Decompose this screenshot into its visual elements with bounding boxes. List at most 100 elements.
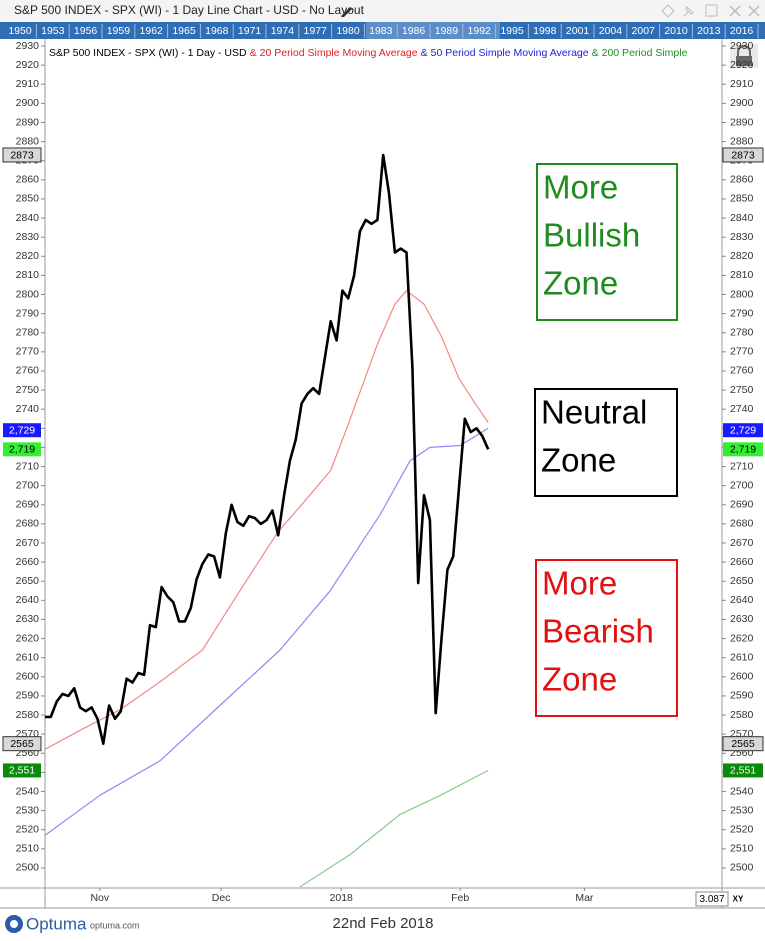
- year-label[interactable]: 1986: [402, 25, 426, 37]
- y-tick-label-left: 2660: [16, 556, 40, 568]
- y-tick-label-right: 2640: [730, 594, 754, 606]
- y-tick-label-left: 2740: [16, 403, 40, 415]
- xy-label[interactable]: XY: [733, 895, 744, 904]
- edit-icon[interactable]: [341, 7, 352, 17]
- y-tick-label-right: 2760: [730, 365, 754, 377]
- year-label[interactable]: 1968: [205, 25, 229, 37]
- y-tick-label-right: 2930: [730, 40, 754, 52]
- year-label[interactable]: 1974: [271, 25, 295, 37]
- year-label[interactable]: 1953: [41, 25, 65, 37]
- year-label[interactable]: 1995: [500, 25, 524, 37]
- x-tick-label: Mar: [575, 892, 594, 904]
- zone-label: More: [543, 169, 618, 206]
- logo-mark-inner: [10, 920, 18, 928]
- y-tick-label-left: 2780: [16, 327, 40, 339]
- y-tick-label-left: 2520: [16, 823, 40, 835]
- diamond-icon[interactable]: [661, 4, 675, 18]
- y-tick-label-left: 2700: [16, 479, 40, 491]
- year-label[interactable]: 1989: [435, 25, 459, 37]
- legend-separator: &: [250, 47, 257, 59]
- price-marker-label: 2,719: [730, 444, 756, 456]
- year-label[interactable]: 2001: [566, 25, 590, 37]
- y-tick-label-right: 2790: [730, 307, 754, 319]
- y-tick-label-left: 2710: [16, 460, 40, 472]
- year-label[interactable]: 1977: [304, 25, 328, 37]
- year-label[interactable]: 1962: [140, 25, 164, 37]
- legend-entry[interactable]: 200 Period Simple: [602, 47, 688, 59]
- zone-label: Neutral: [541, 394, 647, 431]
- year-label[interactable]: 1983: [369, 25, 393, 37]
- y-tick-label-right: 2670: [730, 537, 754, 549]
- year-label[interactable]: 1998: [533, 25, 557, 37]
- y-tick-label-left: 2540: [16, 785, 40, 797]
- y-tick-label-right: 2830: [730, 231, 754, 243]
- price-marker-label: 2,551: [730, 765, 756, 777]
- y-tick-label-right: 2920: [730, 59, 754, 71]
- y-tick-label-left: 2880: [16, 135, 40, 147]
- legend-entry[interactable]: S&P 500 INDEX - SPX (WI) - 1 Day - USD: [49, 47, 247, 59]
- y-tick-label-right: 2710: [730, 460, 754, 472]
- price-marker-label: 2565: [10, 738, 34, 750]
- date: 22nd Feb 2018: [333, 915, 434, 932]
- year-label[interactable]: 2007: [632, 25, 656, 37]
- y-tick-label-right: 2580: [730, 709, 754, 721]
- y-tick-label-left: 2900: [16, 97, 40, 109]
- year-label[interactable]: 1950: [8, 25, 32, 37]
- close-icon[interactable]: [729, 5, 741, 17]
- y-tick-label-left: 2590: [16, 690, 40, 702]
- y-tick-label-right: 2860: [730, 174, 754, 186]
- y-tick-label-right: 2610: [730, 651, 754, 663]
- y-tick-label-left: 2600: [16, 671, 40, 683]
- year-label[interactable]: 1980: [336, 25, 360, 37]
- year-label[interactable]: 1992: [468, 25, 492, 37]
- y-tick-label-right: 2700: [730, 479, 754, 491]
- y-tick-label-right: 2880: [730, 135, 754, 147]
- y-tick-label-left: 2830: [16, 231, 40, 243]
- title-bar: [0, 0, 765, 22]
- close-icon-2[interactable]: [748, 5, 760, 17]
- scale-box[interactable]: [695, 891, 729, 907]
- series-line: [45, 153, 490, 745]
- year-label[interactable]: 2013: [697, 25, 721, 37]
- y-tick-label-left: 2650: [16, 575, 40, 587]
- year-label[interactable]: 2010: [664, 25, 688, 37]
- y-tick-label-right: 2810: [730, 269, 754, 281]
- y-tick-label-left: 2500: [16, 862, 40, 874]
- y-tick-label-left: 2670: [16, 537, 40, 549]
- year-label[interactable]: 2004: [599, 25, 623, 37]
- y-tick-label-left: 2680: [16, 518, 40, 530]
- legend-entry[interactable]: 50 Period Simple Moving Average: [431, 47, 589, 59]
- year-label[interactable]: 1971: [238, 25, 262, 37]
- y-tick-label-left: 2910: [16, 78, 40, 90]
- y-tick-label-right: 2780: [730, 327, 754, 339]
- price-marker-label: 2,729: [9, 425, 35, 437]
- price-marker: [3, 423, 41, 438]
- y-tick-label-right: 2590: [730, 690, 754, 702]
- legend-entry[interactable]: 20 Period Simple Moving Average: [260, 47, 418, 59]
- y-tick-label-right: 2840: [730, 212, 754, 224]
- price-marker: [3, 763, 41, 778]
- year-bar-highlight: [366, 22, 500, 39]
- y-tick-label-right: 2540: [730, 785, 754, 797]
- y-tick-label-right: 2520: [730, 823, 754, 835]
- price-marker: [723, 763, 763, 778]
- zone-label: Zone: [543, 265, 618, 302]
- site: optuma.com: [90, 920, 140, 930]
- y-tick-label-right: 2750: [730, 384, 754, 396]
- year-label[interactable]: 1965: [172, 25, 196, 37]
- y-tick-label-left: 2620: [16, 632, 40, 644]
- y-tick-label-left: 2840: [16, 212, 40, 224]
- year-label[interactable]: 1956: [74, 25, 98, 37]
- y-tick-label-left: 2630: [16, 613, 40, 625]
- pin-icon[interactable]: [683, 6, 694, 17]
- maximize-icon[interactable]: [705, 4, 718, 17]
- year-label[interactable]: 1959: [107, 25, 131, 37]
- series-line: [299, 769, 489, 888]
- price-marker: [723, 423, 763, 438]
- price-marker-label: 2,719: [9, 444, 35, 456]
- series-line: [44, 427, 489, 836]
- zone-label: Bullish: [543, 217, 640, 254]
- year-label[interactable]: 2016: [730, 25, 754, 37]
- price-marker-label: 2873: [10, 149, 34, 161]
